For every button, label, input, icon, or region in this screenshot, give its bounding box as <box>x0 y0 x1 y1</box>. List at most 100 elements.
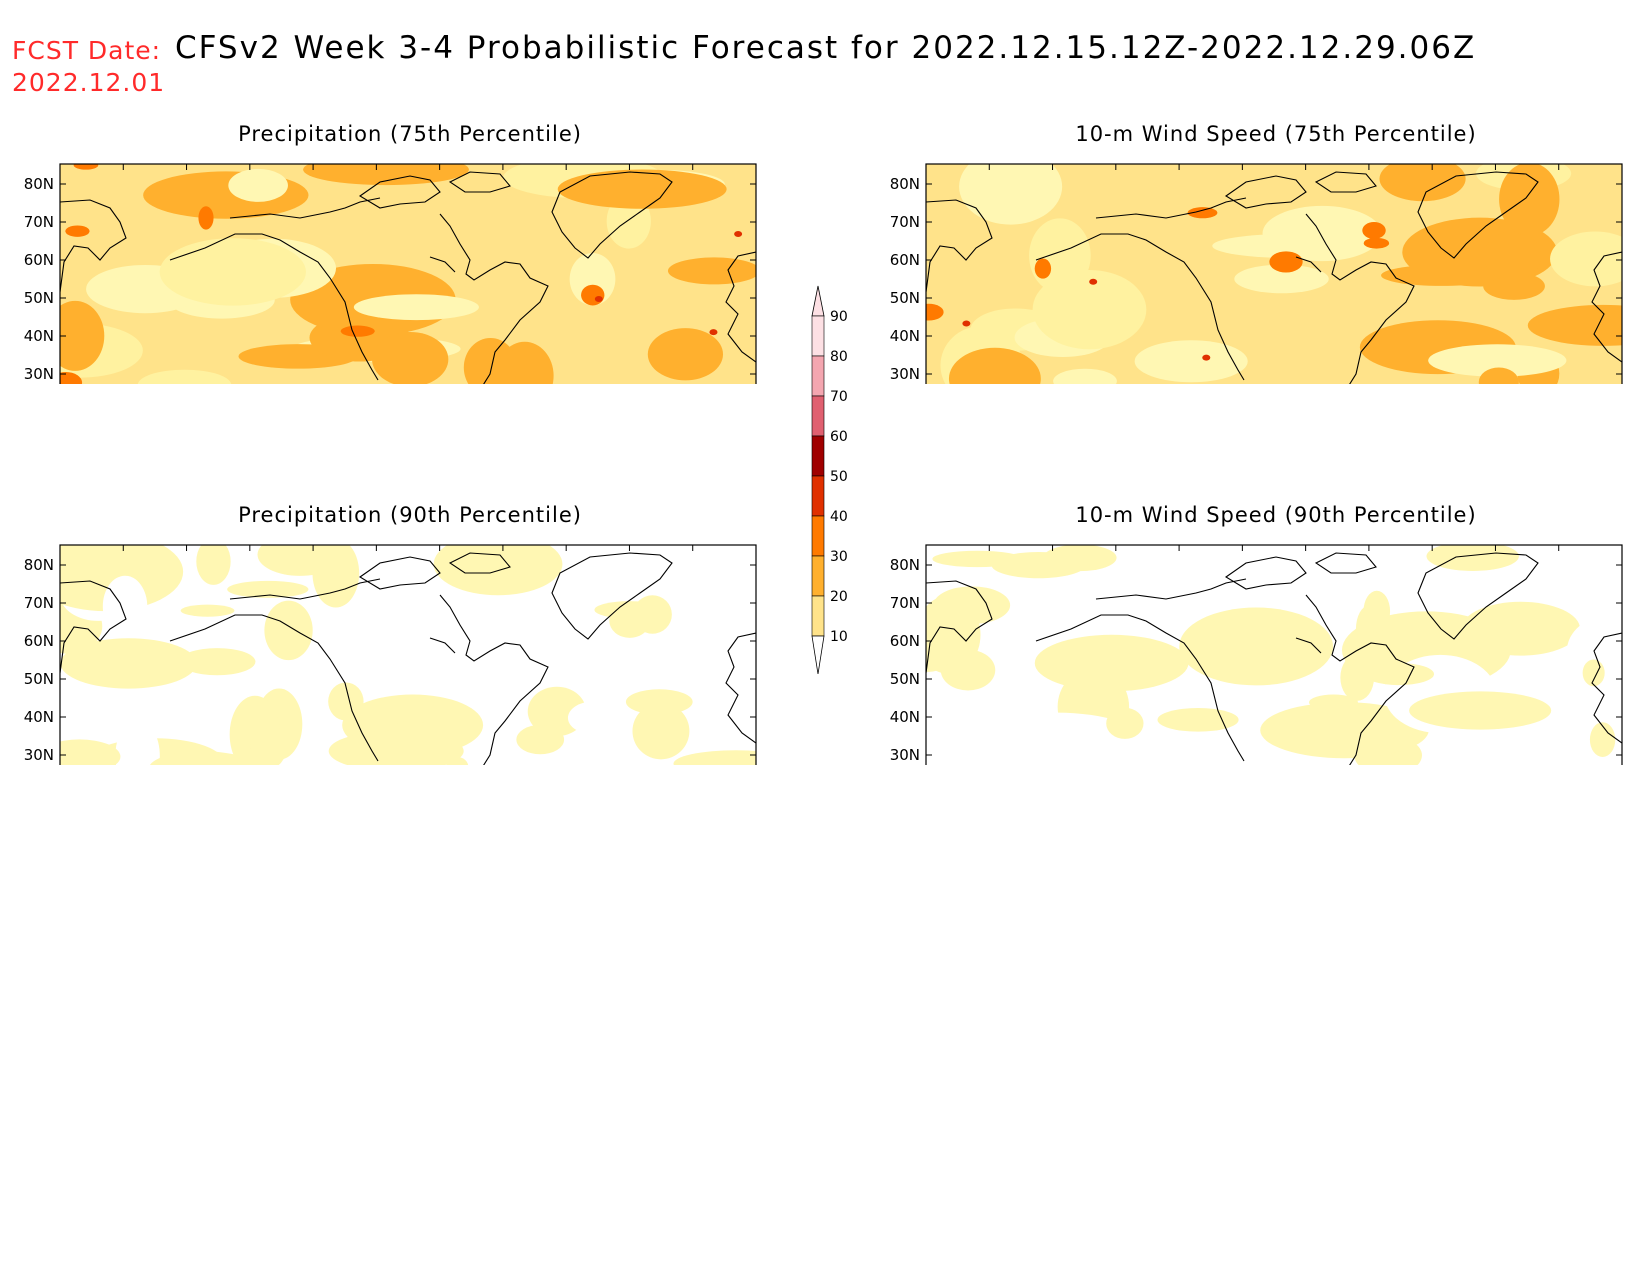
probability-field <box>926 545 1622 765</box>
probability-region <box>1269 251 1303 273</box>
panel-title: 10-m Wind Speed (75th Percentile) <box>1075 122 1477 146</box>
probability-region <box>933 586 1011 625</box>
lat-label: 60N <box>24 251 54 269</box>
probability-field <box>926 164 1622 384</box>
probability-region <box>1483 272 1545 300</box>
panel-title: Precipitation (75th Percentile) <box>238 122 582 146</box>
probability-region <box>1261 545 1431 616</box>
probability-region <box>178 648 256 676</box>
probability-region <box>372 331 449 384</box>
probability-region <box>1029 218 1091 293</box>
lat-label: 30N <box>890 365 920 383</box>
coastline <box>60 199 127 293</box>
colorbar-label: 60 <box>830 429 848 445</box>
probability-region <box>257 545 343 576</box>
probability-region <box>65 225 90 237</box>
probability-region <box>1426 545 1519 571</box>
colorbar-label: 50 <box>830 469 848 485</box>
lat-label: 60N <box>24 632 54 650</box>
probability-region <box>1499 164 1560 236</box>
coastline <box>1305 213 1415 384</box>
precipitation-75th-panel: Precipitation (75th Percentile) 140E160E… <box>0 122 760 384</box>
coastline <box>358 556 441 590</box>
lat-label: 30N <box>24 746 54 764</box>
probability-region <box>1379 164 1466 202</box>
lat-label: 40N <box>24 708 54 726</box>
probability-region <box>1381 264 1502 286</box>
probability-region <box>1134 340 1248 383</box>
lat-label: 50N <box>890 670 920 688</box>
probability-region <box>971 712 1144 765</box>
probability-region <box>463 338 518 384</box>
probability-region <box>157 608 227 648</box>
probability-region <box>340 325 375 337</box>
colorbar-label: 10 <box>830 629 848 645</box>
probability-region <box>1053 368 1117 384</box>
lat-label: 40N <box>890 327 920 345</box>
lat-label: 30N <box>24 365 54 383</box>
coastline <box>725 632 756 744</box>
forecast-date-value: 2022.12.01 <box>12 68 166 97</box>
coastline <box>1305 594 1415 765</box>
colorbar-box <box>811 315 825 357</box>
probability-region <box>1362 221 1386 239</box>
lat-label: 80N <box>890 175 920 193</box>
probability-region <box>932 550 1023 568</box>
coastline <box>229 578 381 600</box>
coastline <box>1224 556 1307 590</box>
coastline <box>1095 197 1247 219</box>
coastline <box>725 251 756 363</box>
coastline <box>448 552 511 574</box>
colorbar-box <box>811 355 825 397</box>
coastline <box>1591 632 1622 744</box>
probability-region <box>557 169 727 209</box>
coastline <box>60 580 127 674</box>
probability-region <box>60 300 105 371</box>
probability-region <box>1043 545 1117 572</box>
probability-region <box>1309 694 1358 711</box>
colorbar-legend: 90 80 70 60 50 40 30 20 10 <box>811 285 848 675</box>
probability-region <box>926 631 954 673</box>
coastline <box>551 171 673 259</box>
probability-region <box>328 730 464 765</box>
probability-region <box>150 752 232 765</box>
coastline <box>169 614 379 762</box>
probability-region <box>353 294 479 321</box>
colorbar-box <box>811 555 825 597</box>
probability-region <box>1234 264 1329 294</box>
probability-region <box>734 231 743 238</box>
colorbar-box <box>811 595 825 637</box>
probability-region <box>516 724 565 755</box>
coastline <box>1295 637 1322 654</box>
probability-region <box>227 580 309 598</box>
coastline <box>1295 256 1322 273</box>
coastline <box>229 197 381 219</box>
probability-region <box>581 284 605 306</box>
probability-region <box>1260 702 1429 759</box>
probability-region <box>609 603 651 638</box>
lat-label: 80N <box>24 175 54 193</box>
lat-label: 60N <box>890 632 920 650</box>
coastline <box>439 594 549 765</box>
coastline <box>1035 233 1245 381</box>
probability-region <box>1409 691 1552 730</box>
probability-region <box>948 347 1041 384</box>
coastline <box>429 637 456 654</box>
probability-region <box>1526 728 1608 765</box>
probability-region <box>1363 237 1390 249</box>
colorbar-box <box>811 395 825 437</box>
precipitation-75th-map: 140E160E180160W140W120W100W80W60W40W20W0… <box>24 163 757 384</box>
coastline <box>1314 552 1377 574</box>
forecast-date-label: FCST Date: <box>12 36 162 65</box>
coastline <box>448 171 511 193</box>
lat-label: 50N <box>24 670 54 688</box>
probability-region <box>250 728 287 765</box>
probability-region <box>667 257 756 285</box>
panel-title: 10-m Wind Speed (90th Percentile) <box>1075 503 1477 527</box>
lat-label: 50N <box>24 289 54 307</box>
probability-region <box>709 329 718 336</box>
wind-speed-90th-panel: 10-m Wind Speed (90th Percentile) 140E16… <box>866 503 1626 765</box>
probability-region <box>180 604 235 617</box>
probability-region <box>159 238 306 306</box>
coastline <box>439 213 549 384</box>
